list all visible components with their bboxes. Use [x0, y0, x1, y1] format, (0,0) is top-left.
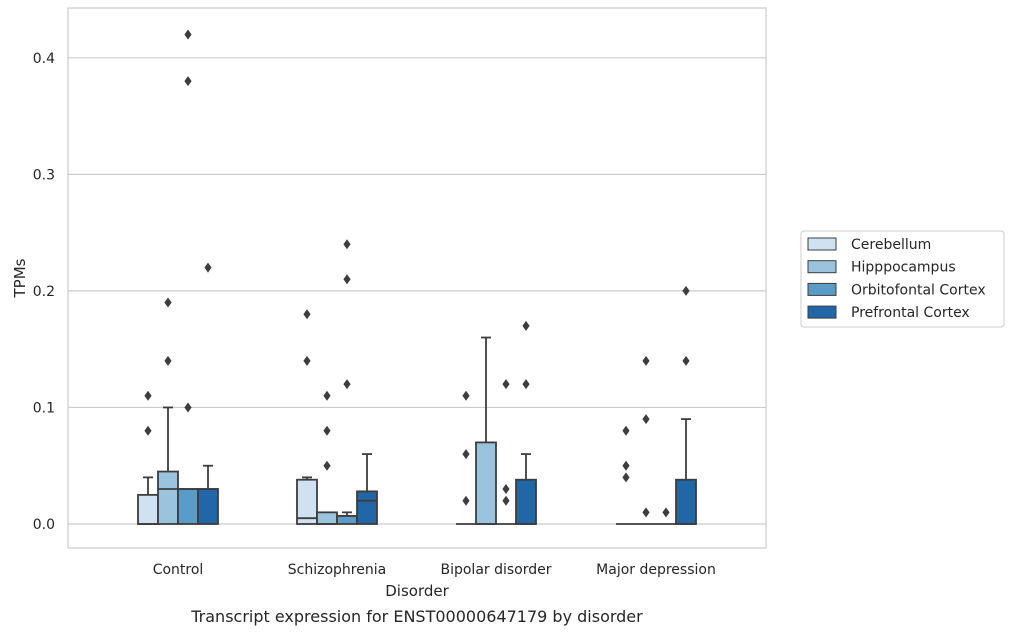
- outlier-point: [323, 425, 331, 436]
- legend-label: Cerebellum: [851, 237, 931, 253]
- outlier-point: [462, 449, 470, 460]
- outlier-point: [323, 390, 331, 401]
- outlier-point: [144, 390, 152, 401]
- outlier-point: [184, 76, 192, 87]
- box-body: [356, 490, 378, 525]
- legend-swatch: [807, 237, 837, 251]
- box-body: [515, 478, 537, 525]
- outlier-point: [522, 320, 530, 331]
- legend-frame: [800, 230, 1005, 328]
- box-body: [675, 478, 697, 525]
- box-body: [137, 493, 159, 525]
- legend: Cerebellum Hipppocampus Orbitofontal Corte…: [800, 230, 1005, 328]
- y-tick-labels: 0.0 0.1 0.2 0.3 0.4: [33, 51, 55, 533]
- outlier-point: [164, 297, 172, 308]
- outlier-point: [184, 29, 192, 40]
- outlier-point: [343, 379, 351, 390]
- outlier-point: [642, 355, 650, 366]
- legend-swatch: [807, 305, 837, 319]
- box-1-3: [636, 355, 656, 525]
- box-body: [197, 488, 219, 525]
- x-tick-label: Major depression: [596, 562, 716, 578]
- y-tick-label: 0.4: [33, 51, 55, 67]
- box-body: [296, 478, 318, 525]
- box-groups: [137, 29, 697, 525]
- x-tick-labels: Control Schizophrenia Bipolar disorder Majo…: [153, 562, 716, 578]
- legend-label: Prefrontal Cortex: [851, 305, 970, 321]
- x-tick-label: Schizophrenia: [288, 562, 386, 578]
- outlier-point: [642, 414, 650, 425]
- legend-label: Hipppocampus: [851, 260, 956, 276]
- outlier-point: [682, 285, 690, 296]
- y-tick-label: 0.3: [33, 167, 55, 183]
- y-tick-label: 0.0: [33, 517, 55, 533]
- legend-swatch: [807, 260, 837, 274]
- outlier-point: [462, 390, 470, 401]
- outlier-point: [662, 507, 670, 518]
- box-2-3: [656, 507, 676, 525]
- outlier-point: [502, 379, 510, 390]
- outlier-point: [622, 472, 630, 483]
- y-axis-title: TPMs: [11, 258, 29, 298]
- box-3-0: [197, 262, 219, 525]
- x-tick-label: Bipolar disorder: [440, 562, 551, 578]
- box-2-2: [496, 379, 516, 525]
- outlier-point: [642, 507, 650, 518]
- outlier-point: [502, 495, 510, 506]
- box-body: [475, 441, 497, 525]
- chart-caption: Transcript expression for ENST0000064717…: [190, 607, 643, 626]
- outlier-point: [682, 355, 690, 366]
- plot-area: [67, 7, 767, 549]
- box-body: [316, 511, 338, 525]
- outlier-point: [502, 484, 510, 495]
- outlier-point: [323, 460, 331, 471]
- outlier-point: [144, 425, 152, 436]
- outlier-point: [343, 274, 351, 285]
- box-0-0: [137, 390, 159, 525]
- box-1-2: [475, 336, 497, 525]
- box-0-3: [616, 425, 636, 525]
- box-3-2: [515, 320, 537, 525]
- box-2-0: [177, 29, 199, 525]
- box-body: [336, 514, 358, 525]
- outlier-point: [622, 460, 630, 471]
- box-0-2: [456, 390, 476, 525]
- outlier-point: [303, 309, 311, 320]
- outlier-point: [622, 425, 630, 436]
- x-axis-title: Disorder: [385, 582, 449, 600]
- box-0-1: [296, 309, 318, 525]
- outlier-point: [204, 262, 212, 273]
- box-3-1: [356, 453, 378, 525]
- x-tick-label: Control: [153, 562, 204, 578]
- box-1-0: [157, 297, 179, 525]
- box-2-1: [336, 239, 358, 525]
- y-tick-label: 0.2: [33, 284, 55, 300]
- outlier-point: [462, 495, 470, 506]
- outlier-point: [522, 379, 530, 390]
- y-tick-label: 0.1: [33, 400, 55, 416]
- outlier-point: [303, 355, 311, 366]
- outlier-point: [164, 355, 172, 366]
- legend-swatch: [807, 282, 837, 296]
- legend-label: Orbitofontal Cortex: [851, 282, 986, 298]
- outlier-point: [184, 402, 192, 413]
- outlier-point: [343, 239, 351, 250]
- box-body: [177, 488, 199, 525]
- box-3-3: [675, 285, 697, 525]
- box-body: [157, 470, 179, 525]
